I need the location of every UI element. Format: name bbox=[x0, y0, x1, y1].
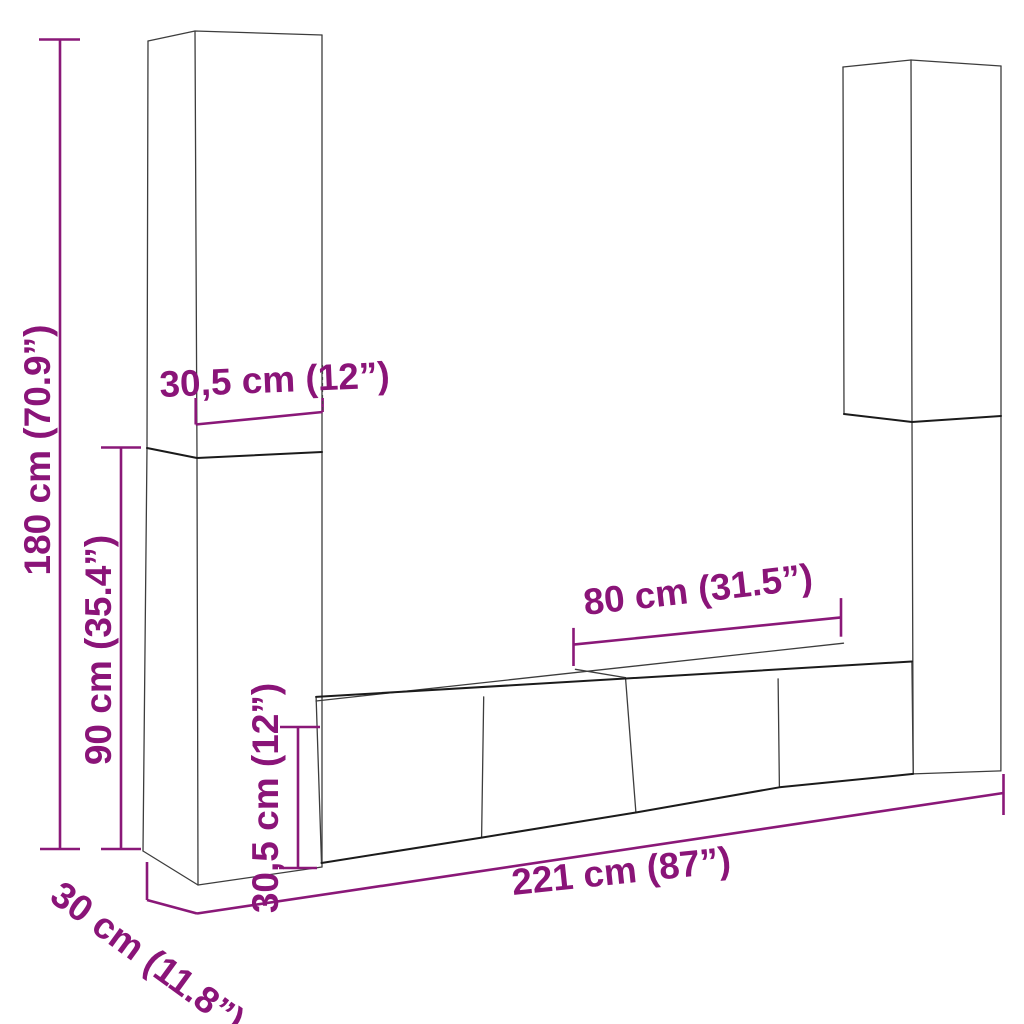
svg-text:30,5 cm (12”): 30,5 cm (12”) bbox=[159, 354, 391, 405]
svg-text:90 cm (35.4”): 90 cm (35.4”) bbox=[78, 535, 119, 765]
svg-text:80 cm (31.5”): 80 cm (31.5”) bbox=[581, 556, 815, 623]
svg-text:30,5 cm (12”): 30,5 cm (12”) bbox=[245, 683, 286, 913]
svg-text:180 cm (70.9”): 180 cm (70.9”) bbox=[17, 325, 58, 576]
svg-text:221 cm (87”): 221 cm (87”) bbox=[510, 839, 733, 903]
